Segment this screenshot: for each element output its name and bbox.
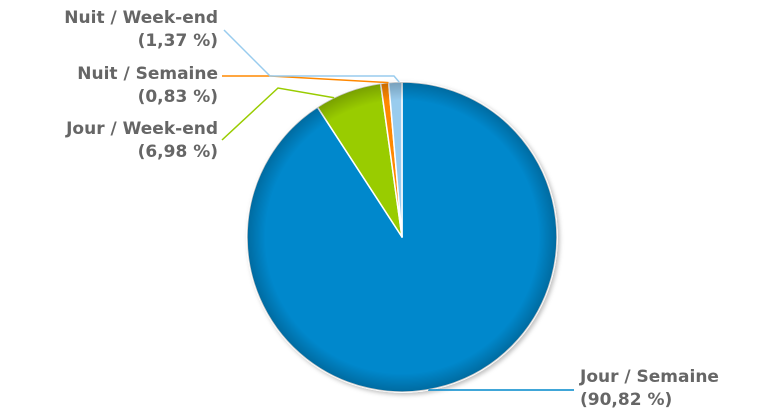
slice-label: Jour / Week-end (6,98 %) xyxy=(65,119,218,162)
slice-label-percent: (0,83 %) xyxy=(138,87,218,107)
slice-label-name: Jour / Semaine xyxy=(579,367,719,387)
slice-label: Jour / Semaine (90,82 %) xyxy=(579,367,719,410)
slice-label-name: Jour / Week-end xyxy=(65,119,218,139)
slice-label-percent: (90,82 %) xyxy=(580,390,672,410)
slice-label-percent: (1,37 %) xyxy=(138,31,218,51)
slice-label: Nuit / Week-end (1,37 %) xyxy=(64,8,218,51)
label-connectors xyxy=(221,29,574,391)
connector-line xyxy=(223,29,400,83)
slice-label: Nuit / Semaine (0,83 %) xyxy=(77,64,218,107)
slice-label-name: Nuit / Semaine xyxy=(77,64,218,84)
slice-labels: Jour / Semaine (90,82 %) Jour / Week-end (6… xyxy=(64,8,719,410)
connector-line xyxy=(221,87,335,141)
connector-line xyxy=(222,75,389,84)
pie-slices xyxy=(246,81,558,393)
slice-label-percent: (6,98 %) xyxy=(138,142,218,162)
slice-label-name: Nuit / Week-end xyxy=(64,8,218,28)
